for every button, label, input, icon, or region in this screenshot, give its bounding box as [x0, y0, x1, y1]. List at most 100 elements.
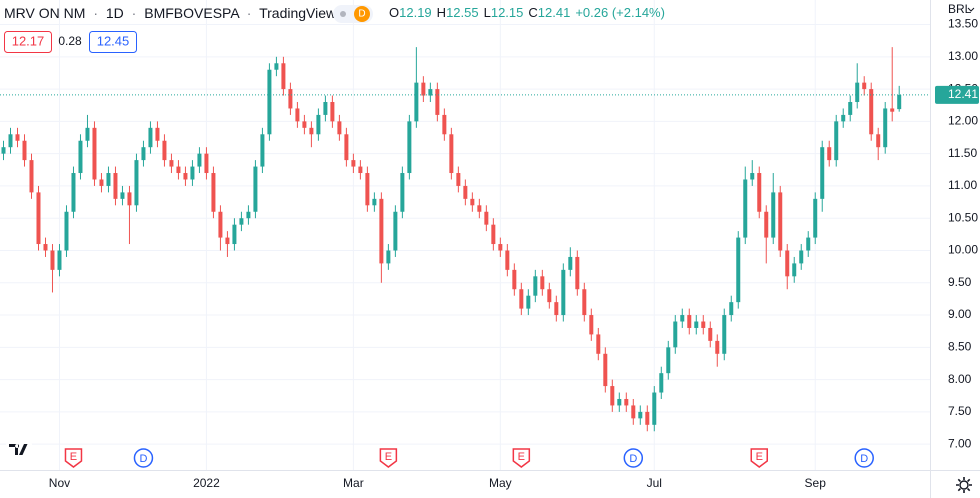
- ohlc-letter: O: [389, 5, 399, 20]
- x-tick-label: May: [489, 476, 512, 490]
- ohlc-status: O12.19 H12.55 L12.15 C12.41 +0.26 (+2.14%): [389, 5, 665, 20]
- x-tick-label: Sep: [805, 476, 827, 490]
- candle-body: [435, 89, 440, 115]
- candle-body: [316, 114, 321, 135]
- y-tick-label: 10.50: [948, 210, 978, 224]
- candle-body: [113, 173, 118, 199]
- candle-body: [498, 244, 503, 251]
- candle-body: [99, 179, 104, 186]
- candle-body: [463, 185, 468, 199]
- candle-body: [71, 173, 76, 212]
- candle-body: [883, 108, 888, 148]
- candle-body: [288, 89, 293, 109]
- candle-body: [50, 250, 55, 270]
- candle-body: [687, 315, 692, 328]
- y-tick-label: 7.00: [948, 436, 972, 450]
- candle-body: [127, 192, 132, 206]
- event-label: E: [518, 451, 525, 463]
- candle-body: [680, 315, 685, 322]
- candle-body: [239, 218, 244, 225]
- last-price-box: [935, 85, 979, 104]
- y-tick-label: 8.50: [948, 340, 972, 354]
- event-marker[interactable]: E: [64, 448, 83, 468]
- candle-body: [547, 289, 552, 303]
- candle-body: [323, 102, 328, 115]
- last-price-label: 12.41: [948, 87, 978, 101]
- candle-body: [36, 192, 41, 245]
- candle-body: [512, 269, 517, 290]
- sell-button[interactable]: [4, 31, 52, 53]
- event-marker[interactable]: E: [379, 448, 398, 468]
- badge-dot: [340, 11, 346, 17]
- candle-body: [330, 102, 335, 122]
- candle-body: [645, 411, 650, 425]
- candle-body: [393, 211, 398, 251]
- candle-body: [309, 127, 314, 135]
- candle-body: [162, 140, 167, 161]
- ask-price: 12.45: [97, 33, 130, 48]
- x-tick-label: 2022: [193, 476, 220, 490]
- interval: 1D: [106, 5, 124, 21]
- candle-body: [554, 302, 559, 316]
- candle-body: [666, 347, 671, 374]
- candle-body: [225, 237, 230, 245]
- logo-mark: [9, 444, 28, 455]
- candle-body: [204, 153, 209, 174]
- candle-body: [813, 198, 818, 238]
- candle-body: [92, 127, 97, 180]
- candle-body: [771, 192, 776, 238]
- candle-body: [715, 340, 720, 354]
- currency-caret: [967, 7, 975, 12]
- candle-body: [519, 289, 524, 309]
- event-marker[interactable]: E: [512, 448, 531, 468]
- candle-body: [379, 198, 384, 264]
- y-tick-label: 13.00: [948, 49, 978, 63]
- buy-button[interactable]: [89, 31, 137, 53]
- candle-body: [890, 108, 895, 112]
- y-tick-label: 9.50: [948, 275, 972, 289]
- candle-body: [337, 121, 342, 135]
- tv-logo[interactable]: [4, 438, 34, 464]
- badge-label: D: [358, 9, 365, 20]
- candle-body: [407, 121, 412, 174]
- dividend-marker: [623, 448, 644, 468]
- exchange: BMFBOVESPA: [144, 5, 240, 21]
- y-tick-label: 10.00: [948, 243, 978, 257]
- event-marker[interactable]: D: [133, 448, 154, 468]
- candle-body: [120, 192, 125, 199]
- logo-bg: [4, 438, 34, 464]
- candle-body: [106, 173, 111, 186]
- settings-icon[interactable]: [956, 477, 972, 493]
- candle-body: [302, 121, 307, 128]
- change: +0.26 (+2.14%): [575, 5, 665, 20]
- candle-body: [708, 327, 713, 341]
- candle-body: [827, 147, 832, 161]
- badge-circle: [354, 6, 370, 22]
- dividend-marker: [133, 448, 154, 468]
- candle-body: [414, 82, 419, 122]
- candle-body: [596, 334, 601, 354]
- candle-body: [876, 134, 881, 148]
- candle-body: [134, 160, 139, 206]
- candle-body: [638, 411, 643, 419]
- event-marker[interactable]: E: [750, 448, 769, 468]
- candle-body: [176, 166, 181, 174]
- candle-body: [526, 295, 531, 309]
- ohlc-letter: H: [437, 5, 446, 20]
- event-marker[interactable]: D: [854, 448, 874, 468]
- candle-body: [540, 276, 545, 290]
- candle-body: [344, 134, 349, 161]
- event-marker[interactable]: D: [623, 448, 644, 468]
- gear-teeth: [956, 477, 972, 493]
- candle-body: [428, 89, 433, 96]
- candle-body: [778, 192, 783, 251]
- candle-body: [841, 114, 846, 122]
- candle-body: [260, 134, 265, 167]
- candle-body: [78, 140, 83, 174]
- y-tick-label: 12.00: [948, 114, 978, 128]
- event-label: D: [860, 453, 868, 465]
- currency[interactable]: BRL: [948, 2, 972, 16]
- candle-body: [456, 173, 461, 186]
- symbol: MRV ON NM: [4, 5, 85, 21]
- y-tick-label: 11.50: [948, 146, 977, 160]
